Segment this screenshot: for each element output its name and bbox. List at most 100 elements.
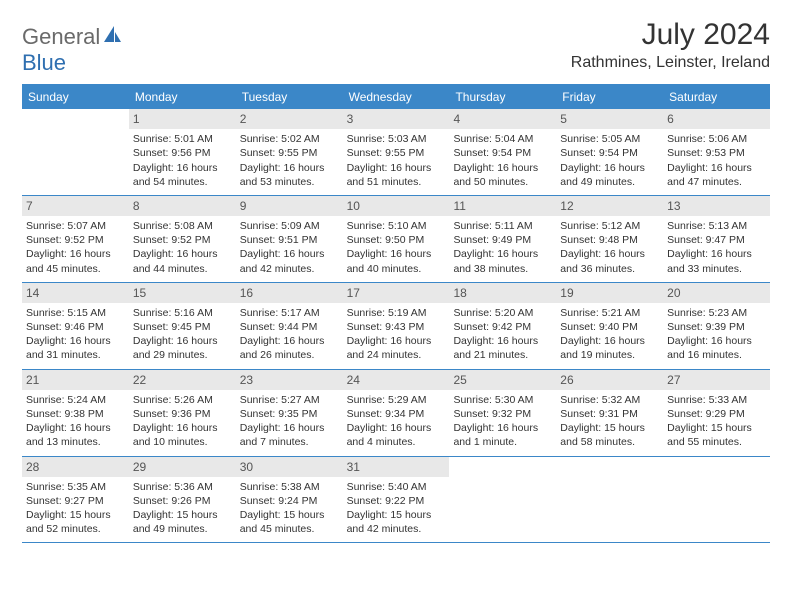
sunrise-text: Sunrise: 5:09 AM (240, 219, 339, 233)
page-title: July 2024 (571, 18, 770, 52)
day-cell: 21Sunrise: 5:24 AMSunset: 9:38 PMDayligh… (22, 370, 129, 456)
day-number: 20 (663, 283, 770, 303)
sunset-text: Sunset: 9:43 PM (347, 320, 446, 334)
daylight-text: Daylight: 16 hours and 49 minutes. (560, 161, 659, 189)
day-header-row: Sunday Monday Tuesday Wednesday Thursday… (22, 86, 770, 109)
day-cell: 28Sunrise: 5:35 AMSunset: 9:27 PMDayligh… (22, 457, 129, 543)
daylight-text: Daylight: 16 hours and 53 minutes. (240, 161, 339, 189)
sunset-text: Sunset: 9:32 PM (453, 407, 552, 421)
day-number: 2 (236, 109, 343, 129)
day-number: 3 (343, 109, 450, 129)
day-cell: 14Sunrise: 5:15 AMSunset: 9:46 PMDayligh… (22, 283, 129, 369)
day-number: 1 (129, 109, 236, 129)
sunrise-text: Sunrise: 5:16 AM (133, 306, 232, 320)
day-number: 17 (343, 283, 450, 303)
sunrise-text: Sunrise: 5:36 AM (133, 480, 232, 494)
day-cell: 3Sunrise: 5:03 AMSunset: 9:55 PMDaylight… (343, 109, 450, 195)
day-number: 8 (129, 196, 236, 216)
day-header: Thursday (449, 86, 556, 109)
sunrise-text: Sunrise: 5:26 AM (133, 393, 232, 407)
day-number: 23 (236, 370, 343, 390)
sunrise-text: Sunrise: 5:11 AM (453, 219, 552, 233)
day-number: 15 (129, 283, 236, 303)
daylight-text: Daylight: 16 hours and 45 minutes. (26, 247, 125, 275)
sunrise-text: Sunrise: 5:38 AM (240, 480, 339, 494)
day-number: 26 (556, 370, 663, 390)
daylight-text: Daylight: 16 hours and 50 minutes. (453, 161, 552, 189)
day-number: 16 (236, 283, 343, 303)
week-row: 28Sunrise: 5:35 AMSunset: 9:27 PMDayligh… (22, 457, 770, 544)
logo-word2: Blue (22, 50, 66, 75)
logo: General Blue (22, 18, 122, 76)
daylight-text: Daylight: 16 hours and 13 minutes. (26, 421, 125, 449)
sunset-text: Sunset: 9:42 PM (453, 320, 552, 334)
sunset-text: Sunset: 9:56 PM (133, 146, 232, 160)
day-number: 21 (22, 370, 129, 390)
daylight-text: Daylight: 16 hours and 4 minutes. (347, 421, 446, 449)
sunrise-text: Sunrise: 5:29 AM (347, 393, 446, 407)
sunrise-text: Sunrise: 5:04 AM (453, 132, 552, 146)
sunrise-text: Sunrise: 5:24 AM (26, 393, 125, 407)
day-number: 5 (556, 109, 663, 129)
day-number: 6 (663, 109, 770, 129)
day-cell: 26Sunrise: 5:32 AMSunset: 9:31 PMDayligh… (556, 370, 663, 456)
day-cell: 27Sunrise: 5:33 AMSunset: 9:29 PMDayligh… (663, 370, 770, 456)
day-cell: 17Sunrise: 5:19 AMSunset: 9:43 PMDayligh… (343, 283, 450, 369)
daylight-text: Daylight: 16 hours and 16 minutes. (667, 334, 766, 362)
day-cell: 2Sunrise: 5:02 AMSunset: 9:55 PMDaylight… (236, 109, 343, 195)
sunset-text: Sunset: 9:47 PM (667, 233, 766, 247)
day-number: 22 (129, 370, 236, 390)
sunrise-text: Sunrise: 5:30 AM (453, 393, 552, 407)
day-cell: 24Sunrise: 5:29 AMSunset: 9:34 PMDayligh… (343, 370, 450, 456)
day-cell: 25Sunrise: 5:30 AMSunset: 9:32 PMDayligh… (449, 370, 556, 456)
daylight-text: Daylight: 16 hours and 31 minutes. (26, 334, 125, 362)
day-number: 14 (22, 283, 129, 303)
day-cell: 18Sunrise: 5:20 AMSunset: 9:42 PMDayligh… (449, 283, 556, 369)
day-cell: 15Sunrise: 5:16 AMSunset: 9:45 PMDayligh… (129, 283, 236, 369)
daylight-text: Daylight: 16 hours and 36 minutes. (560, 247, 659, 275)
daylight-text: Daylight: 16 hours and 51 minutes. (347, 161, 446, 189)
sunrise-text: Sunrise: 5:05 AM (560, 132, 659, 146)
sunrise-text: Sunrise: 5:07 AM (26, 219, 125, 233)
sunset-text: Sunset: 9:55 PM (347, 146, 446, 160)
sunrise-text: Sunrise: 5:13 AM (667, 219, 766, 233)
sunset-text: Sunset: 9:52 PM (133, 233, 232, 247)
sunset-text: Sunset: 9:34 PM (347, 407, 446, 421)
sunset-text: Sunset: 9:27 PM (26, 494, 125, 508)
day-header: Saturday (663, 86, 770, 109)
day-number: 25 (449, 370, 556, 390)
day-cell: 30Sunrise: 5:38 AMSunset: 9:24 PMDayligh… (236, 457, 343, 543)
day-cell: . (556, 457, 663, 543)
sail-icon (102, 26, 122, 44)
week-row: 7 Sunrise: 5:07 AM Sunset: 9:52 PM Daylight… (22, 196, 770, 283)
sunset-text: Sunset: 9:55 PM (240, 146, 339, 160)
sunset-text: Sunset: 9:36 PM (133, 407, 232, 421)
sunset-text: Sunset: 9:54 PM (560, 146, 659, 160)
daylight-text: Daylight: 16 hours and 38 minutes. (453, 247, 552, 275)
daylight-text: Daylight: 16 hours and 40 minutes. (347, 247, 446, 275)
day-number: 31 (343, 457, 450, 477)
day-number: 7 (22, 196, 129, 216)
sunset-text: Sunset: 9:51 PM (240, 233, 339, 247)
day-cell: 8Sunrise: 5:08 AMSunset: 9:52 PMDaylight… (129, 196, 236, 282)
day-cell: 29Sunrise: 5:36 AMSunset: 9:26 PMDayligh… (129, 457, 236, 543)
sunset-text: Sunset: 9:53 PM (667, 146, 766, 160)
daylight-text: Daylight: 16 hours and 24 minutes. (347, 334, 446, 362)
sunset-text: Sunset: 9:50 PM (347, 233, 446, 247)
daylight-text: Daylight: 16 hours and 10 minutes. (133, 421, 232, 449)
day-number: 11 (449, 196, 556, 216)
day-cell: 20Sunrise: 5:23 AMSunset: 9:39 PMDayligh… (663, 283, 770, 369)
daylight-text: Daylight: 16 hours and 42 minutes. (240, 247, 339, 275)
day-cell: 16Sunrise: 5:17 AMSunset: 9:44 PMDayligh… (236, 283, 343, 369)
day-number: 18 (449, 283, 556, 303)
sunset-text: Sunset: 9:45 PM (133, 320, 232, 334)
sunrise-text: Sunrise: 5:10 AM (347, 219, 446, 233)
day-number: 12 (556, 196, 663, 216)
sunrise-text: Sunrise: 5:12 AM (560, 219, 659, 233)
day-number: 29 (129, 457, 236, 477)
week-row: 21Sunrise: 5:24 AMSunset: 9:38 PMDayligh… (22, 370, 770, 457)
sunrise-text: Sunrise: 5:32 AM (560, 393, 659, 407)
day-number: 4 (449, 109, 556, 129)
sunrise-text: Sunrise: 5:17 AM (240, 306, 339, 320)
day-cell: 4Sunrise: 5:04 AMSunset: 9:54 PMDaylight… (449, 109, 556, 195)
